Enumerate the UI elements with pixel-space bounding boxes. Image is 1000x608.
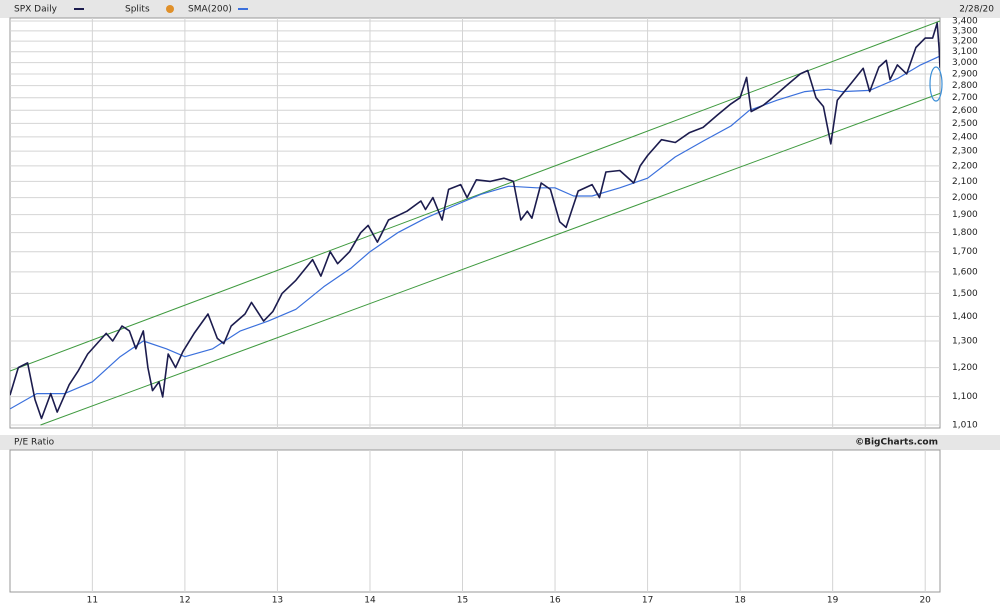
x-tick-label: 16 — [549, 596, 561, 606]
splits-label: Splits — [125, 5, 150, 15]
y-tick-label: 2,200 — [952, 161, 978, 171]
splits-icon — [166, 5, 174, 13]
legend-label: SPX Daily — [14, 5, 58, 15]
y-tick-label: 3,400 — [952, 17, 978, 27]
trendline — [10, 20, 940, 372]
pe-header-bar — [0, 435, 1000, 450]
y-tick-label: 1,700 — [952, 247, 978, 257]
credit: ©BigCharts.com — [855, 438, 938, 448]
legend-label: SMA(200) — [188, 5, 232, 15]
y-tick-label: 3,300 — [952, 26, 978, 36]
plot-area — [10, 20, 940, 426]
y-tick-label: 2,400 — [952, 132, 978, 142]
x-tick-label: 18 — [734, 596, 746, 606]
x-tick-label: 20 — [919, 596, 931, 606]
y-tick-label: 1,600 — [952, 267, 978, 277]
y-tick-label: 1,400 — [952, 312, 978, 322]
pe-panel — [9, 449, 941, 593]
sma-line — [10, 55, 940, 410]
y-tick-label: 2,300 — [952, 147, 978, 157]
y-tick-label: 1,200 — [952, 363, 978, 373]
y-tick-label: 1,500 — [952, 289, 978, 299]
pe-title: P/E Ratio — [14, 438, 55, 448]
x-tick-label: 19 — [827, 596, 839, 606]
header-bar — [0, 0, 1000, 18]
y-tick-label: 1,800 — [952, 228, 978, 238]
y-tick-label: 2,500 — [952, 119, 978, 129]
y-tick-label: 1,100 — [952, 392, 978, 402]
y-tick-label: 1,900 — [952, 210, 978, 220]
y-tick-label: 3,000 — [952, 58, 978, 68]
y-tick-label: 3,200 — [952, 37, 978, 47]
y-tick-label: 2,100 — [952, 177, 978, 187]
x-tick-label: 11 — [87, 596, 98, 606]
y-tick-label: 3,100 — [952, 47, 978, 57]
x-tick-label: 14 — [364, 596, 376, 606]
x-tick-label: 17 — [642, 596, 653, 606]
y-tick-label: 1,010 — [952, 421, 978, 431]
y-tick-label: 2,000 — [952, 193, 978, 203]
price-line — [10, 22, 940, 420]
x-tick-label: 15 — [457, 596, 468, 606]
y-tick-label: 1,300 — [952, 336, 978, 346]
price-panel — [9, 17, 941, 429]
y-tick-label: 2,800 — [952, 81, 978, 91]
trendline — [40, 92, 940, 426]
y-tick-label: 2,600 — [952, 106, 978, 116]
y-tick-label: 2,900 — [952, 69, 978, 79]
highlight-ellipse — [929, 66, 943, 102]
x-tick-label: 12 — [179, 596, 190, 606]
x-tick-label: 13 — [272, 596, 283, 606]
date-label: 2/28/20 — [959, 5, 994, 15]
y-tick-label: 2,700 — [952, 93, 978, 103]
